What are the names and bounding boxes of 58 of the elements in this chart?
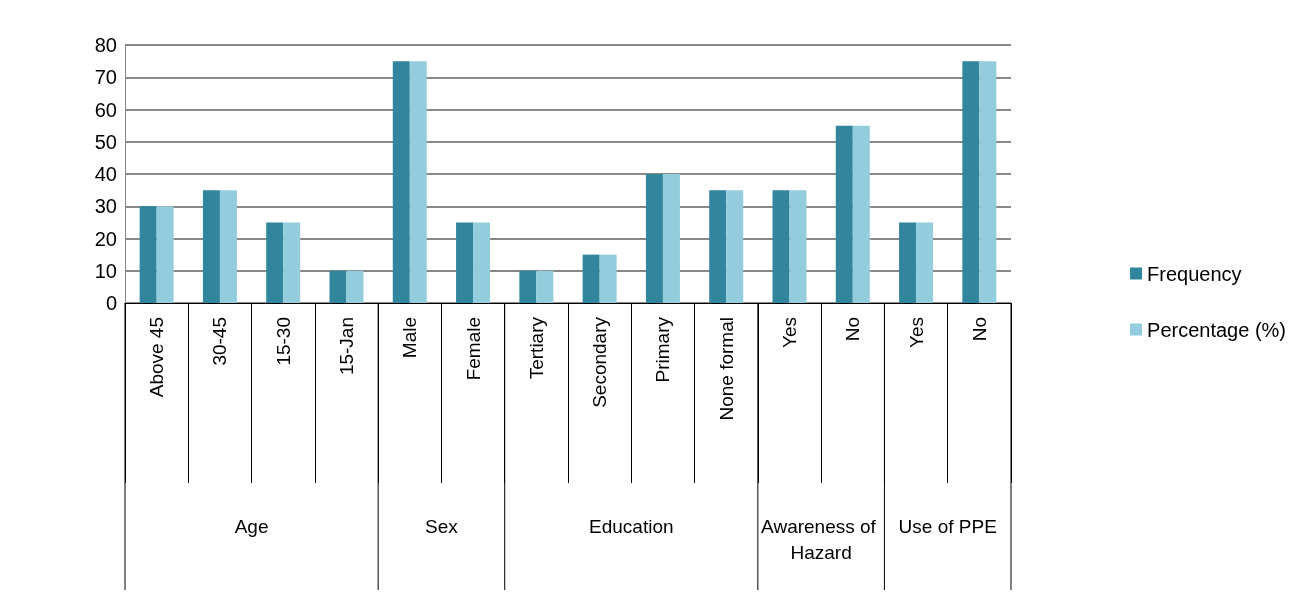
y-tick-label: 80: [94, 34, 117, 56]
bar: [899, 222, 917, 303]
y-tick-label: 40: [94, 163, 117, 185]
y-tick-label: 70: [94, 66, 117, 89]
bar: [392, 61, 410, 303]
bar: [645, 174, 663, 303]
legend-label: Percentage (%): [1147, 318, 1287, 341]
bar: [456, 222, 474, 303]
x-tick-label: Yes: [779, 317, 800, 348]
bar: [156, 206, 174, 303]
x-tick-label: Primary: [652, 316, 674, 383]
x-tick-label: 30-45: [209, 317, 231, 366]
y-tick-label: 60: [94, 98, 117, 121]
x-tick-label: No: [842, 317, 864, 342]
x-tick-label: Secondary: [589, 316, 611, 408]
bar: [536, 270, 554, 303]
y-tick-label: 50: [94, 130, 117, 153]
x-tick-label: Female: [462, 317, 484, 381]
bar: [202, 190, 220, 303]
y-tick-label: 30: [94, 195, 117, 218]
bar: [709, 190, 727, 303]
y-tick-label: 20: [94, 227, 117, 250]
text: Awareness of Hazard: [761, 515, 882, 563]
bar: [283, 222, 301, 303]
bar: [835, 125, 853, 303]
bar: [916, 222, 934, 303]
bar: [473, 222, 491, 303]
x-tick-label: Yes: [905, 317, 927, 348]
bar: [599, 254, 617, 303]
bar: [266, 222, 284, 303]
x-tick-label: Above 45: [146, 317, 168, 398]
x-tick-label: 15-30: [272, 317, 294, 366]
x-tick-label: None formal: [715, 317, 737, 421]
bar: [329, 270, 347, 303]
y-tick-label: 10: [94, 259, 117, 282]
y-tick-label: 0: [105, 292, 117, 314]
text: Education: [589, 515, 674, 537]
bar: [662, 174, 680, 303]
text: Sex: [425, 515, 459, 537]
x-tick-label: No: [968, 317, 990, 342]
bar: [772, 190, 790, 303]
x-tick-label: Tertiary: [525, 316, 547, 380]
x-tick-label: 15-Jan: [336, 317, 357, 376]
bar: [219, 190, 237, 303]
bar: [789, 190, 807, 303]
bar: [519, 270, 537, 303]
bar: [346, 270, 364, 303]
bar: [139, 206, 157, 303]
text: Use of PPE: [898, 515, 997, 537]
bar: [852, 125, 870, 303]
x-tick-label: Male: [399, 317, 421, 359]
legend-label: Frequency: [1147, 262, 1242, 285]
bar: [979, 61, 997, 303]
bar: [962, 61, 980, 303]
bar: [409, 61, 427, 303]
bar: [726, 190, 744, 303]
bar: [582, 254, 600, 303]
text: Age: [234, 515, 269, 537]
